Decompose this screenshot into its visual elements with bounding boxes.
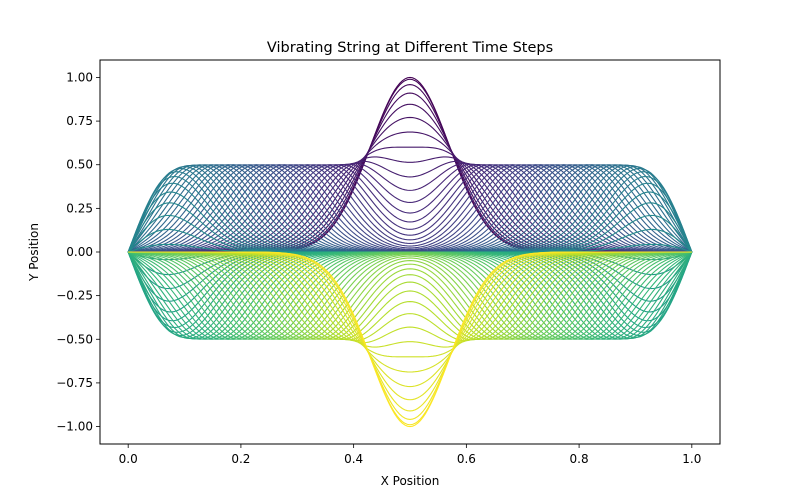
y-tick-label: −0.25 <box>56 289 93 303</box>
series-line <box>128 251 692 428</box>
y-tick-label: 1.00 <box>66 70 93 84</box>
x-axis-label: X Position <box>381 474 440 488</box>
y-tick-label: 0.75 <box>66 114 93 128</box>
series-line <box>128 251 692 340</box>
y-tick-label: −0.75 <box>56 376 93 390</box>
series-line <box>128 164 692 253</box>
x-tick-label: 0.0 <box>119 452 138 466</box>
x-tick-label: 1.0 <box>682 452 701 466</box>
series-line <box>128 164 692 253</box>
series-line <box>128 251 692 340</box>
x-tick-label: 0.2 <box>231 452 250 466</box>
chart-title: Vibrating String at Different Time Steps <box>267 40 553 56</box>
series-line <box>128 164 692 253</box>
x-axis: 0.0 0.2 0.4 0.6 0.8 1.0 <box>119 444 701 466</box>
series-line <box>128 251 692 340</box>
series-line <box>128 164 692 253</box>
x-tick-label: 0.4 <box>344 452 363 466</box>
y-axis: 1.00 0.75 0.50 0.25 0.00 −0.25 −0.50 −0.75 −1.00 <box>56 70 100 434</box>
y-tick-label: −0.50 <box>56 332 93 346</box>
y-tick-label: 0.00 <box>66 245 93 259</box>
series-layer <box>127 76 693 428</box>
y-axis-label: Y Position <box>27 223 41 282</box>
series-line <box>128 251 692 340</box>
series-line <box>128 251 692 340</box>
y-tick-label: 0.25 <box>66 201 93 215</box>
x-tick-label: 0.6 <box>457 452 476 466</box>
series-line <box>128 164 692 253</box>
series-line <box>128 164 692 253</box>
series-line <box>128 251 692 340</box>
y-tick-label: 0.50 <box>66 158 93 172</box>
series-line <box>128 251 692 340</box>
series-line <box>128 164 692 253</box>
series-line <box>128 251 692 340</box>
series-line <box>128 251 692 340</box>
x-tick-label: 0.8 <box>570 452 589 466</box>
y-tick-label: −1.00 <box>56 420 93 434</box>
